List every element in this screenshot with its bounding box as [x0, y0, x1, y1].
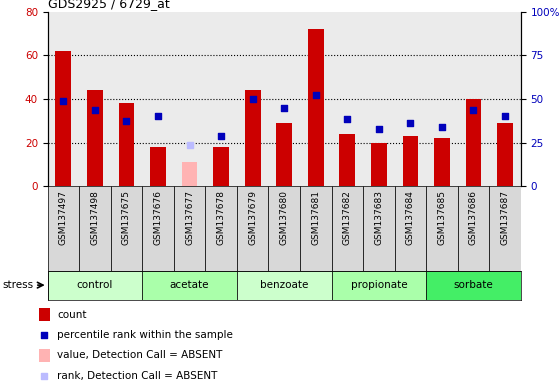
Point: [39, 372, 48, 379]
Point: [153, 113, 162, 119]
Text: GSM137680: GSM137680: [279, 190, 289, 245]
Text: GSM137682: GSM137682: [343, 190, 352, 245]
Text: GSM137675: GSM137675: [122, 190, 131, 245]
Text: GSM137498: GSM137498: [90, 190, 100, 245]
Bar: [48, 271, 142, 300]
Text: GSM137687: GSM137687: [501, 190, 510, 245]
Text: GSM137684: GSM137684: [406, 190, 415, 245]
Point: [280, 104, 289, 111]
Bar: [363, 186, 395, 271]
Text: GSM137677: GSM137677: [185, 190, 194, 245]
Bar: [181, 162, 198, 186]
Text: GDS2925 / 6729_at: GDS2925 / 6729_at: [48, 0, 169, 10]
Bar: [213, 147, 229, 186]
Bar: [426, 12, 458, 186]
Text: GSM137686: GSM137686: [469, 190, 478, 245]
Point: [311, 91, 320, 98]
Point: [122, 118, 131, 124]
Bar: [489, 186, 521, 271]
Point: [185, 142, 194, 148]
Bar: [142, 12, 174, 186]
Text: GSM137676: GSM137676: [153, 190, 162, 245]
Bar: [276, 123, 292, 186]
Bar: [142, 186, 174, 271]
Text: GSM137679: GSM137679: [248, 190, 257, 245]
Bar: [395, 186, 426, 271]
Bar: [142, 271, 237, 300]
Text: GSM137678: GSM137678: [217, 190, 226, 245]
Text: GSM137681: GSM137681: [311, 190, 320, 245]
Point: [469, 107, 478, 113]
Bar: [119, 103, 134, 186]
Point: [90, 107, 100, 113]
Text: control: control: [77, 280, 113, 290]
Bar: [206, 12, 237, 186]
Bar: [268, 186, 300, 271]
Bar: [332, 271, 426, 300]
Bar: [465, 99, 482, 186]
Bar: [434, 138, 450, 186]
Bar: [245, 90, 260, 186]
Bar: [426, 271, 521, 300]
Bar: [426, 186, 458, 271]
Bar: [371, 142, 387, 186]
Bar: [55, 51, 71, 186]
Bar: [458, 186, 489, 271]
Bar: [111, 12, 142, 186]
Bar: [339, 134, 355, 186]
Text: benzoate: benzoate: [260, 280, 309, 290]
Text: propionate: propionate: [351, 280, 407, 290]
Bar: [79, 186, 111, 271]
Bar: [111, 186, 142, 271]
Bar: [206, 186, 237, 271]
Bar: [174, 12, 206, 186]
Bar: [332, 12, 363, 186]
Bar: [332, 186, 363, 271]
Text: GSM137497: GSM137497: [59, 190, 68, 245]
Point: [343, 116, 352, 122]
Bar: [395, 12, 426, 186]
Point: [437, 124, 446, 130]
Bar: [150, 147, 166, 186]
Bar: [403, 136, 418, 186]
Bar: [489, 12, 521, 186]
Point: [248, 96, 257, 102]
Point: [59, 98, 68, 104]
Bar: [87, 90, 103, 186]
Text: GSM137683: GSM137683: [374, 190, 384, 245]
Text: count: count: [57, 310, 87, 320]
Bar: [458, 12, 489, 186]
Text: percentile rank within the sample: percentile rank within the sample: [57, 330, 233, 340]
Bar: [237, 186, 268, 271]
Bar: [79, 12, 111, 186]
Bar: [237, 271, 332, 300]
Bar: [268, 12, 300, 186]
Text: acetate: acetate: [170, 280, 209, 290]
Bar: [363, 12, 395, 186]
Text: GSM137685: GSM137685: [437, 190, 446, 245]
Bar: [48, 12, 79, 186]
Point: [374, 126, 383, 132]
Text: rank, Detection Call = ABSENT: rank, Detection Call = ABSENT: [57, 371, 218, 381]
Bar: [300, 186, 332, 271]
Point: [39, 332, 48, 338]
Text: stress: stress: [3, 280, 34, 290]
Bar: [174, 186, 206, 271]
Point: [501, 113, 510, 119]
Text: sorbate: sorbate: [454, 280, 493, 290]
Text: value, Detection Call = ABSENT: value, Detection Call = ABSENT: [57, 350, 223, 360]
Bar: [48, 186, 79, 271]
Bar: [39, 308, 50, 321]
Bar: [237, 12, 268, 186]
Bar: [39, 349, 50, 362]
Point: [406, 120, 415, 126]
Bar: [497, 123, 513, 186]
Bar: [300, 12, 332, 186]
Bar: [308, 29, 324, 186]
Point: [217, 133, 226, 139]
